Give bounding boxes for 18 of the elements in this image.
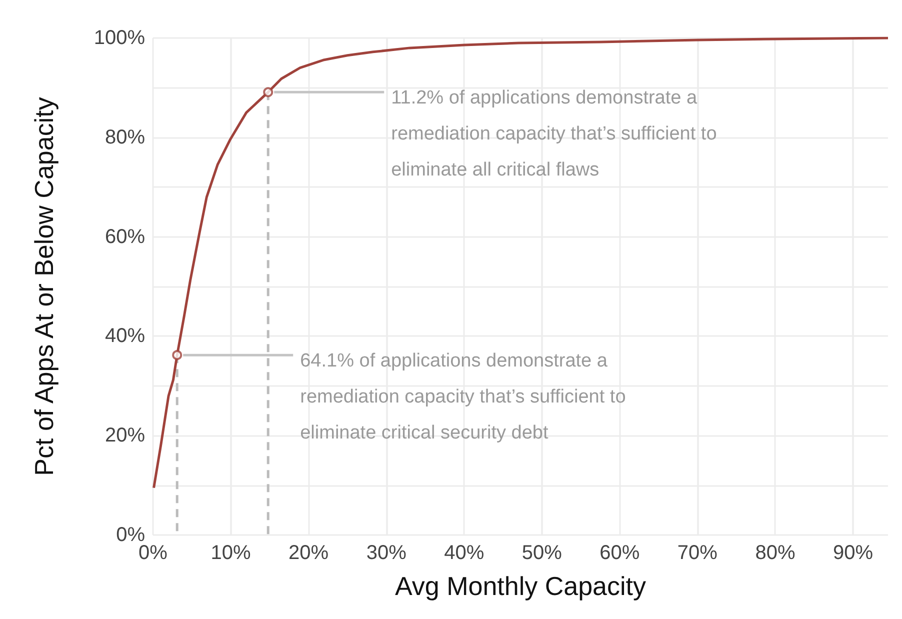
x-tick-label: 80% [755, 542, 796, 564]
y-tick-label: 100% [94, 27, 146, 49]
x-axis-title: Avg Monthly Capacity [395, 571, 646, 601]
y-tick-label: 20% [104, 424, 146, 447]
y-tick-label: 60% [104, 226, 146, 248]
y-axis-title: Pct of Apps At or Below Capacity [29, 97, 59, 476]
x-tick-label: 10% [210, 542, 252, 564]
annotation: 64.1% of applications demonstrate a remediation capacity that’s sufficient to eliminate critical security debt [300, 350, 632, 444]
annotation: 11.2% of applications demonstrate a remediation capacity that’s sufficient to eliminate all critical flaws [391, 88, 722, 181]
x-tick-label: 30% [366, 542, 407, 564]
x-tick-label: 50% [522, 542, 562, 564]
x-tick-label: 90% [832, 542, 874, 564]
x-tick-label: 60% [600, 542, 640, 564]
y-tick-label: 80% [104, 126, 146, 148]
x-tick-label: 40% [444, 542, 484, 564]
y-tick-label: 40% [104, 325, 146, 348]
x-tick-label: 70% [677, 542, 718, 564]
x-tick-label: 20% [288, 542, 329, 564]
